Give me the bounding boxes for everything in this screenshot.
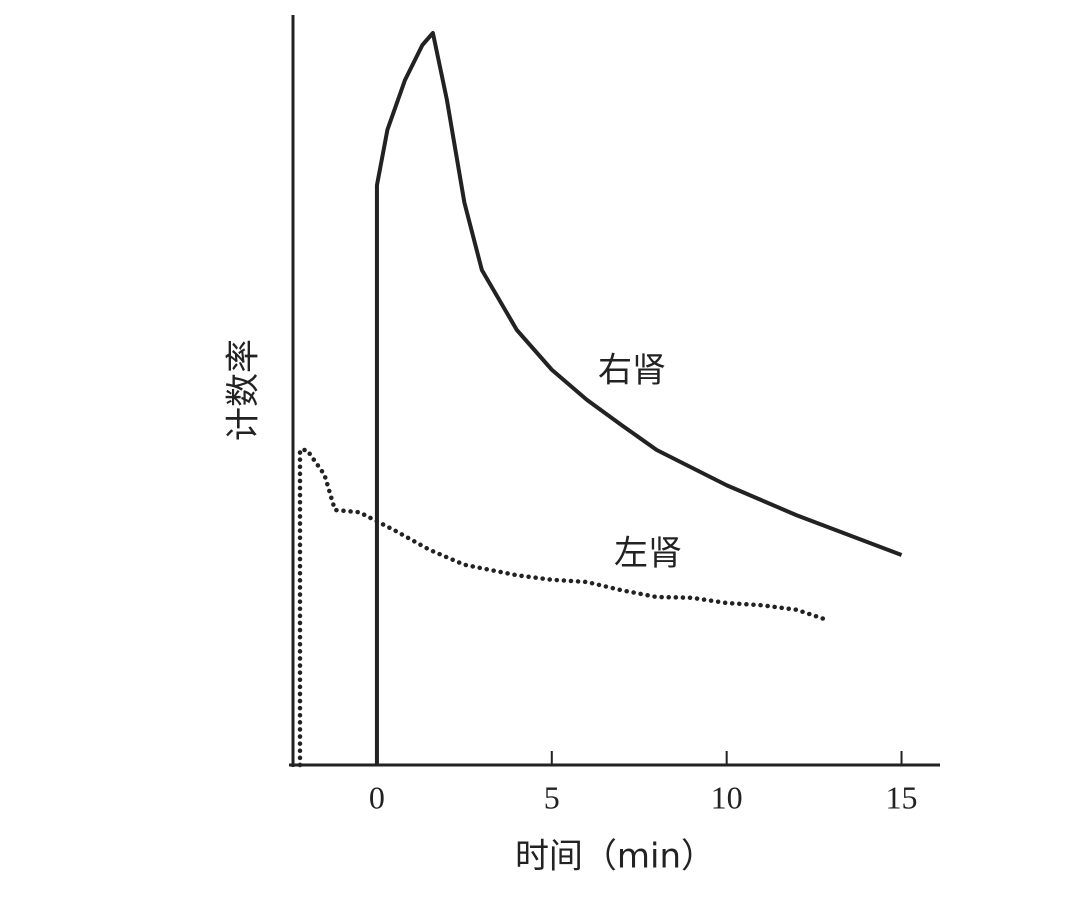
series-line xyxy=(297,447,831,768)
series-line xyxy=(374,31,903,765)
series-label: 右肾 xyxy=(598,351,666,391)
x-axis-label: 时间（min） xyxy=(515,837,715,877)
x-tick-label: 15 xyxy=(886,779,918,815)
x-tick-label: 10 xyxy=(711,779,743,815)
x-tick-label: 5 xyxy=(544,779,560,815)
series-label: 左肾 xyxy=(614,534,682,574)
x-tick-label: 0 xyxy=(369,779,385,815)
y-axis-label: 计数率 xyxy=(224,339,264,441)
